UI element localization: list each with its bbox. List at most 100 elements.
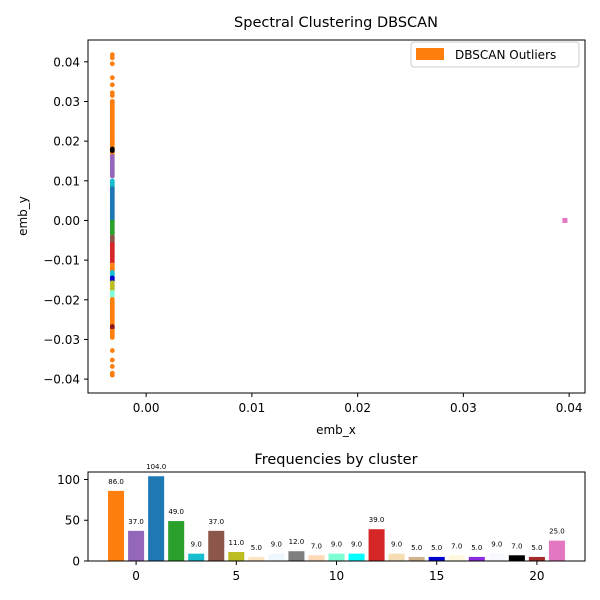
bar-value-label: 49.0 xyxy=(168,508,184,516)
bar-x-tick-label: 10 xyxy=(329,569,344,583)
scatter-y-axis: −0.04 −0.03 −0.02 −0.01 0.00 0.01 0.02 0.03 0.04 xyxy=(43,55,88,387)
scatter-y-label: emb_y xyxy=(16,196,30,236)
bar-value-label: 5.0 xyxy=(431,544,442,552)
bar xyxy=(348,553,365,561)
bar xyxy=(128,530,145,561)
bar xyxy=(488,553,505,561)
scatter-point xyxy=(109,364,115,369)
scatter-y-tick-label: −0.02 xyxy=(43,293,80,307)
bar-value-label: 104.0 xyxy=(146,463,166,471)
bar xyxy=(428,556,445,561)
scatter-point xyxy=(109,82,115,88)
bar-value-label: 9.0 xyxy=(351,541,362,549)
scatter-point xyxy=(109,181,115,187)
scatter-x-label: emb_x xyxy=(316,423,356,437)
legend-label-outliers: DBSCAN Outliers xyxy=(455,48,556,62)
bar-value-label: 39.0 xyxy=(369,516,385,524)
scatter-point xyxy=(109,372,115,378)
bar-value-label: 5.0 xyxy=(411,544,422,552)
scatter-point xyxy=(109,61,115,67)
legend-swatch xyxy=(416,48,444,60)
bar xyxy=(408,556,425,561)
bar-value-label: 9.0 xyxy=(191,541,202,549)
scatter-point xyxy=(109,296,115,302)
bar-value-label: 9.0 xyxy=(491,541,502,549)
scatter-point xyxy=(109,99,115,104)
bar-value-label: 9.0 xyxy=(331,541,342,549)
bar-x-axis: 0 5 10 15 20 xyxy=(132,561,545,583)
scatter-y-tick-label: −0.04 xyxy=(43,373,80,387)
bar-y-tick-label: 100 xyxy=(57,473,80,487)
bar-value-label: 25.0 xyxy=(549,528,565,536)
bar-value-label: 86.0 xyxy=(108,478,124,486)
bar-y-tick-label: 0 xyxy=(72,555,80,569)
scatter-y-tick-label: 0.03 xyxy=(53,95,80,109)
bar-x-tick-label: 0 xyxy=(132,569,140,583)
bar xyxy=(208,530,225,561)
bar xyxy=(468,556,485,561)
scatter-point xyxy=(109,241,115,247)
scatter-x-tick-label: 0.04 xyxy=(556,401,583,415)
bar-value-label: 7.0 xyxy=(311,542,322,550)
scatter-point-isolated xyxy=(562,217,568,223)
bar-value-label: 5.0 xyxy=(251,544,262,552)
legend: DBSCAN Outliers xyxy=(410,41,580,68)
scatter-x-tick-label: 0.01 xyxy=(239,401,266,415)
scatter-point xyxy=(109,75,115,81)
scatter-y-tick-label: −0.03 xyxy=(43,333,80,347)
bar-value-label: 37.0 xyxy=(128,518,144,526)
bar-y-tick-label: 50 xyxy=(65,514,80,528)
scatter-point xyxy=(109,348,115,353)
bar-value-label: 5.0 xyxy=(531,544,542,552)
scatter-x-tick-label: 0.03 xyxy=(450,401,477,415)
bar-value-label: 9.0 xyxy=(271,541,282,549)
scatter-y-tick-label: 0.01 xyxy=(53,174,80,188)
bar xyxy=(148,476,165,561)
scatter-x-axis: 0.00 0.01 0.02 0.03 0.04 xyxy=(133,393,583,415)
bar xyxy=(388,553,405,561)
scatter-y-tick-label: 0.00 xyxy=(53,214,80,228)
bar-value-label: 7.0 xyxy=(451,542,462,550)
scatter-y-tick-label: 0.04 xyxy=(53,55,80,69)
scatter-point xyxy=(109,55,115,61)
bar xyxy=(308,555,325,561)
bar xyxy=(248,556,265,561)
legend-box xyxy=(410,41,580,68)
bar xyxy=(508,555,525,561)
bar-value-labels: 86.0 37.0 104.0 49.0 9.0 37.0 11.0 5.0 9.0 12.0 7.… xyxy=(108,463,564,552)
scatter-point xyxy=(109,235,115,241)
scatter-point xyxy=(109,154,115,159)
scatter-point xyxy=(109,270,115,275)
scatter-point xyxy=(109,324,115,330)
bar xyxy=(328,553,345,561)
scatter-title: Spectral Clustering DBSCAN xyxy=(234,15,438,31)
bars xyxy=(108,476,565,561)
scatter-y-tick-label: −0.01 xyxy=(43,254,80,268)
bar xyxy=(448,555,465,561)
scatter-x-tick-label: 0.02 xyxy=(344,401,371,415)
scatter-point xyxy=(109,289,115,295)
bar xyxy=(168,521,185,561)
scatter-panel: Spectral Clustering DBSCAN 0.00 0.01 0.02 0… xyxy=(16,15,586,437)
bar-panel: Frequencies by cluster 86.0 37.0 104.0 49.0… xyxy=(57,452,586,583)
scatter-point xyxy=(109,93,115,98)
bar-y-axis: 0 50 100 xyxy=(57,473,88,569)
bar xyxy=(188,553,205,561)
scatter-point xyxy=(109,185,115,191)
bar-value-label: 12.0 xyxy=(289,538,305,546)
bar xyxy=(548,540,565,561)
scatter-point xyxy=(109,275,115,281)
bar xyxy=(108,490,125,561)
bar-title: Frequencies by cluster xyxy=(254,452,417,468)
scatter-y-tick-label: 0.02 xyxy=(53,135,80,149)
scatter-point xyxy=(109,133,115,139)
scatter-point xyxy=(109,357,115,363)
scatter-point xyxy=(109,280,115,286)
bar-x-tick-label: 20 xyxy=(529,569,544,583)
scatter-x-tick-label: 0.00 xyxy=(133,401,160,415)
scatter-point xyxy=(109,146,115,152)
scatter-points xyxy=(109,52,568,378)
scatter-frame xyxy=(87,39,586,394)
